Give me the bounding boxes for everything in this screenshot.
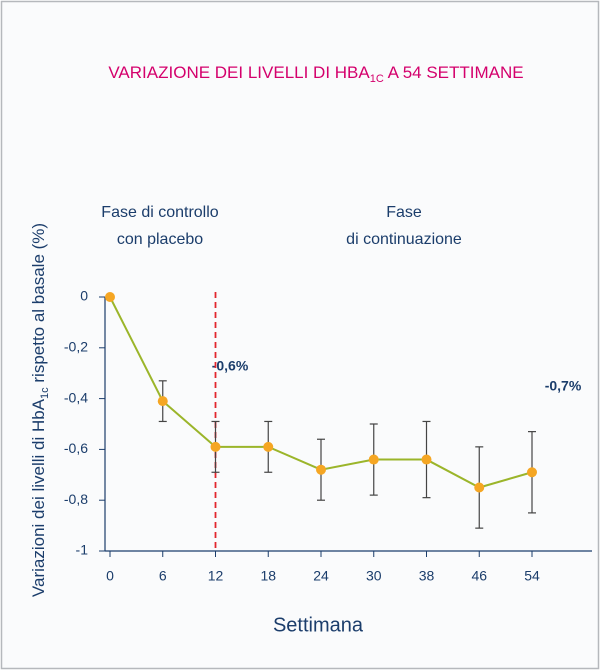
data-point	[210, 441, 221, 452]
y-tick-label: 0	[80, 288, 88, 304]
x-tick-label: 30	[366, 568, 382, 584]
phase-label: Fase di controllo	[101, 204, 218, 221]
phase-label: Fase	[386, 204, 422, 221]
phase-label: con placebo	[117, 231, 203, 248]
chart-title: VARIAZIONE DEI LIVELLI DI HBA1C A 54 SET…	[108, 63, 523, 84]
annotation: -0,6%	[212, 358, 249, 374]
y-tick-label: -0,2	[64, 339, 88, 355]
y-tick-label: -0,6	[64, 440, 88, 456]
y-label-rest: rispetto al basale (%)	[29, 223, 48, 387]
data-point	[316, 464, 326, 475]
y-tick-label: -0,8	[64, 491, 88, 507]
phase-label: di continuazione	[346, 231, 462, 248]
x-tick-label: 54	[524, 568, 540, 584]
data-point	[157, 396, 168, 407]
data-point	[474, 482, 485, 493]
y-label-sub: 1c	[39, 387, 51, 399]
x-tick-label: 46	[471, 568, 487, 584]
x-tick-label: 0	[106, 568, 114, 584]
x-axis-label: Settimana	[273, 614, 364, 636]
data-point	[421, 454, 432, 465]
x-tick-label: 12	[208, 568, 224, 584]
y-tick-label: -0,4	[64, 389, 88, 405]
data-point	[527, 467, 537, 478]
y-tick-label: -1	[76, 542, 89, 558]
data-point	[368, 454, 379, 465]
annotation: -0,7%	[545, 378, 582, 394]
x-tick-label: 18	[260, 568, 276, 584]
data-point	[263, 441, 274, 452]
y-axis-label: Variazioni dei livelli di HbA1c rispetto…	[29, 223, 50, 597]
x-tick-label: 38	[419, 568, 435, 584]
x-tick-label: 6	[159, 568, 167, 584]
title-sub: 1C	[370, 73, 384, 85]
data-point	[105, 292, 115, 302]
title-rest: A 54 SETTIMANE	[384, 63, 524, 82]
y-label-main: Variazioni dei livelli di HbA	[29, 398, 48, 597]
x-tick-label: 24	[313, 568, 329, 584]
title-main: VARIAZIONE DEI LIVELLI DI HBA	[108, 63, 370, 82]
